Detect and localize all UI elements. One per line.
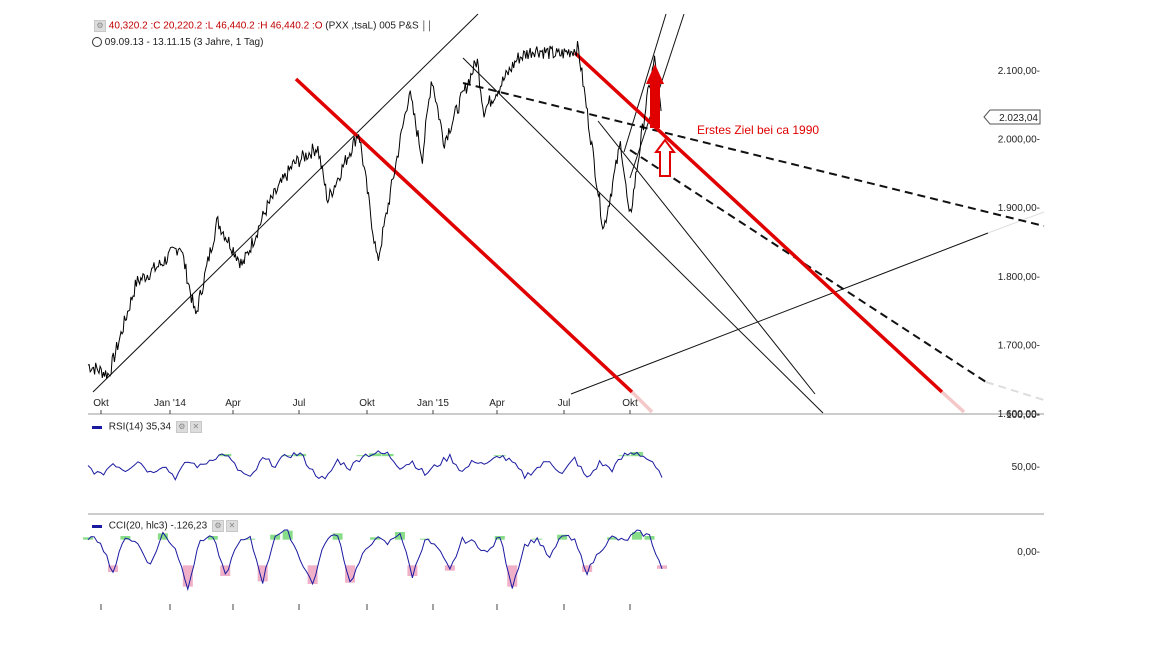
y-tick-label: 1.700,00- bbox=[998, 340, 1040, 351]
up-arrow-icon bbox=[646, 64, 664, 128]
red-channel-extension bbox=[940, 390, 966, 414]
red-channel-line bbox=[294, 77, 634, 394]
x-tick-label: Apr bbox=[225, 398, 241, 409]
cci-overbought-fill bbox=[644, 536, 655, 540]
cci-settings-icon[interactable]: ⚙ bbox=[211, 520, 224, 532]
up-arrow-outline-icon bbox=[654, 138, 676, 177]
last-price-box bbox=[983, 109, 1041, 125]
trendline-extension bbox=[987, 211, 1045, 234]
support-trendline bbox=[92, 13, 479, 393]
rsi-y-tick-label: 100,00- bbox=[1006, 410, 1040, 421]
cci-oversold-fill bbox=[582, 565, 593, 572]
rsi-overbought-fill bbox=[381, 453, 394, 457]
cci-overbought-fill bbox=[394, 532, 405, 540]
open-value: O: 2.044,64 bbox=[270, 20, 323, 32]
cci-overbought-fill bbox=[532, 538, 543, 540]
rsi-overbought-fill bbox=[294, 453, 307, 457]
high-value: H: 2.044,64 bbox=[215, 20, 268, 32]
x-tick-label: Apr bbox=[489, 398, 505, 409]
last-price-label: 2.023,04 bbox=[999, 113, 1038, 124]
cci-overbought-fill bbox=[157, 533, 168, 540]
instrument-name: S&P 500 (Last, XXP) bbox=[325, 20, 419, 32]
cci-close-icon[interactable]: ✕ bbox=[225, 520, 238, 532]
cci-overbought-fill bbox=[83, 537, 93, 540]
rsi-overbought-fill bbox=[493, 455, 506, 457]
rsi-close-icon[interactable]: ✕ bbox=[189, 421, 202, 433]
cci-legend: CCI(20, hlc3) -.126,23 ⚙ ✕ bbox=[92, 520, 238, 532]
close-value: C: 2.023,04 bbox=[108, 20, 161, 32]
y-tick-label: 1.600,00- bbox=[998, 409, 1040, 420]
support-trendline bbox=[623, 13, 667, 153]
y-tick-label: 2.000,00- bbox=[998, 135, 1040, 146]
cci-oversold-fill bbox=[220, 565, 231, 576]
x-tick-label: Okt bbox=[359, 398, 375, 409]
cci-oversold-fill bbox=[407, 565, 418, 576]
rsi-y-tick-label: 50,00- bbox=[1012, 462, 1040, 473]
cci-overbought-fill bbox=[245, 538, 256, 540]
settings-icon[interactable]: ⚙ bbox=[94, 20, 106, 32]
x-tick-label: Okt bbox=[93, 398, 109, 409]
cci-oversold-fill bbox=[257, 565, 268, 582]
cci-oversold-fill bbox=[307, 565, 318, 584]
cci-panel: 0,00- bbox=[83, 529, 1040, 610]
support-trendline bbox=[462, 57, 824, 414]
cci-overbought-fill bbox=[632, 532, 643, 540]
date-range: 09.09.13 - 13.11.15 (3 Jahre, 1 Tag) bbox=[104, 37, 264, 48]
cci-overbought-fill bbox=[607, 537, 618, 540]
rsi-panel: 100,00- 50,00- bbox=[87, 410, 1040, 481]
rsi-overbought-fill bbox=[618, 455, 631, 457]
x-tick-label: Okt bbox=[622, 398, 638, 409]
rsi-color-swatch bbox=[92, 425, 102, 429]
cci-oversold-fill bbox=[182, 565, 193, 587]
price-x-axis: Okt Jan '14 Apr Jul Okt Jan '15 Apr Jul Okt bbox=[93, 398, 638, 414]
date-range-row: 09.09.13 - 13.11.15 (3 Jahre, 1 Tag) bbox=[92, 37, 263, 48]
candles-icon: ‮││ bbox=[421, 20, 433, 31]
rsi-overbought-fill bbox=[219, 453, 232, 457]
dashed-trendline bbox=[462, 82, 1045, 227]
clock-icon bbox=[92, 37, 102, 48]
support-trendline bbox=[570, 232, 989, 395]
cci-overbought-fill bbox=[370, 537, 380, 540]
red-channel-extension bbox=[630, 390, 654, 414]
x-tick-label: Jul bbox=[293, 398, 306, 409]
cci-overbought-fill bbox=[557, 534, 568, 540]
rsi-settings-icon[interactable]: ⚙ bbox=[175, 421, 188, 433]
red-channel-line bbox=[573, 51, 944, 394]
low-value: L: 2.022,02 bbox=[163, 20, 213, 32]
chart-header: ‮││ S&P 500 (Last, XXP) O: 2.044,64 H: 2… bbox=[92, 20, 433, 32]
x-tick-label: Jul bbox=[558, 398, 571, 409]
trendlines bbox=[92, 13, 1045, 414]
cci-title: CCI(20, hlc3) -.126,23 bbox=[108, 520, 208, 532]
rsi-overbought-fill bbox=[369, 453, 381, 457]
cci-oversold-fill bbox=[657, 565, 667, 569]
y-tick-label: 2.100,00- bbox=[998, 66, 1040, 77]
y-tick-label: 1.800,00- bbox=[998, 272, 1040, 283]
annotation-layer: Erstes Ziel bei ca 1990 2.023,04 bbox=[646, 64, 1041, 177]
price-series bbox=[87, 41, 662, 379]
x-tick-label: Jan '14 bbox=[154, 398, 186, 409]
cci-overbought-fill bbox=[419, 538, 430, 540]
panel-separators bbox=[88, 413, 1044, 515]
rsi-title: RSI(14) 35,34 bbox=[108, 421, 172, 433]
target-annotation: Erstes Ziel bei ca 1990 bbox=[697, 123, 819, 137]
y-tick-label: 1.900,00- bbox=[998, 203, 1040, 214]
dashed-trendline-extension bbox=[985, 381, 1045, 401]
cci-oversold-fill bbox=[345, 565, 356, 583]
cci-y-tick-label: 0,00- bbox=[1017, 547, 1040, 558]
rsi-overbought-fill bbox=[356, 455, 369, 457]
rsi-legend: RSI(14) 35,34 ⚙ ✕ bbox=[92, 421, 202, 433]
price-y-axis: 2.100,00- 2.000,00- 1.900,00- 1.800,00- 1.70… bbox=[998, 66, 1040, 420]
cci-color-swatch bbox=[92, 524, 102, 528]
cci-overbought-fill bbox=[282, 530, 293, 540]
cci-line bbox=[87, 529, 663, 592]
cci-oversold-fill bbox=[107, 565, 118, 572]
cci-oversold-fill bbox=[507, 565, 518, 587]
price-line bbox=[87, 41, 662, 379]
rsi-line bbox=[87, 450, 663, 481]
rsi-overbought-fill bbox=[281, 455, 294, 457]
x-tick-label: Jan '15 bbox=[417, 398, 449, 409]
rsi-overbought-fill bbox=[631, 452, 644, 457]
